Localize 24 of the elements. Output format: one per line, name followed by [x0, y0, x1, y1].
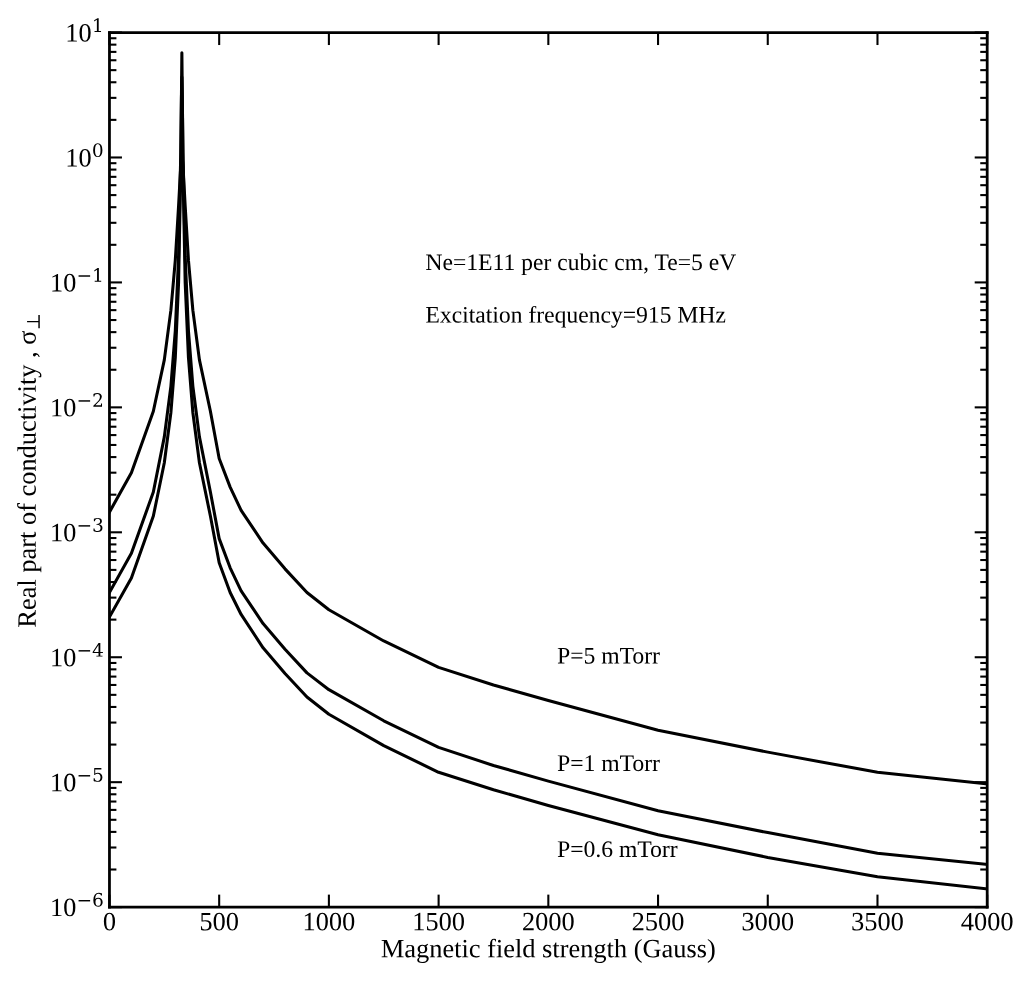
x-tick-label: 2500 — [632, 912, 684, 931]
series-label: P=5 mTorr — [557, 647, 660, 664]
series-label: P=0.6 mTorr — [557, 841, 678, 858]
y-axis-title: Real part of conductivity , σ$_{⊥}$ — [17, 314, 42, 627]
x-tick-label: 1500 — [414, 912, 464, 931]
x-tick-label: 1000 — [304, 912, 355, 931]
y-tick-label: 10$^{−3}$ — [52, 517, 103, 542]
x-tick-label: 0 — [103, 912, 116, 931]
x-tick-label: 3000 — [742, 912, 794, 931]
y-tick-label: 10$^{1}$ — [67, 18, 102, 42]
x-tick-label: 3500 — [852, 912, 903, 931]
y-tick-label: 10$^{0}$ — [67, 143, 103, 167]
y-tick-label: 10$^{−5}$ — [52, 768, 103, 792]
y-tick-label: 10$^{−4}$ — [52, 642, 103, 667]
y-tick-label: 10$^{−6}$ — [52, 892, 103, 917]
y-tick-label: 10$^{−1}$ — [52, 268, 102, 292]
x-tick-label: 4000 — [961, 912, 1013, 931]
annotation: Excitation frequency=915 MHz — [426, 305, 726, 328]
annotation: Ne=1E11 per cubic cm, Te=5 eV — [426, 253, 737, 276]
y-tick-label: 10$^{−2}$ — [52, 393, 103, 417]
x-tick-label: 2000 — [523, 912, 574, 931]
series-label: P=1 mTorr — [557, 755, 660, 772]
x-tick-label: 500 — [200, 912, 238, 931]
x-axis-title: Magnetic field strength (Gauss) — [381, 938, 715, 963]
